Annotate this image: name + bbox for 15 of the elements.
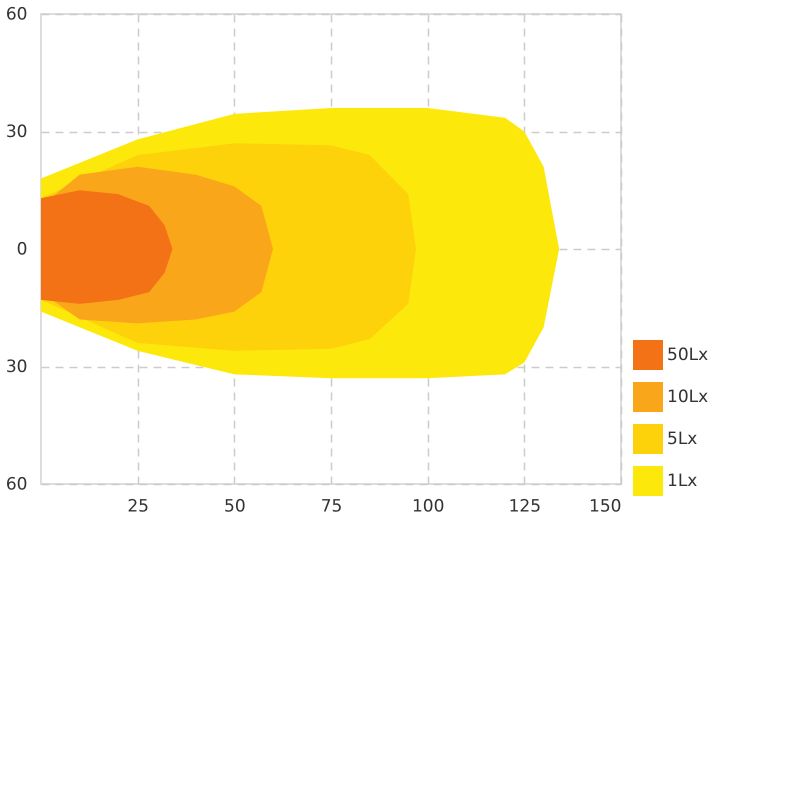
legend-label: 10Lx	[667, 387, 708, 407]
y-tick-label: 30	[6, 122, 28, 142]
legend-label: 1Lx	[667, 471, 698, 491]
legend-label: 5Lx	[667, 429, 698, 449]
y-tick-label: 30	[6, 357, 28, 377]
x-tick-label: 25	[127, 496, 149, 516]
y-tick-label: 60	[6, 4, 28, 24]
x-tick-label: 75	[320, 496, 342, 516]
x-tick-label: 100	[412, 496, 444, 516]
y-tick-label: 0	[16, 240, 28, 260]
x-tick-label: 125	[508, 496, 542, 516]
y-tick-label: 60	[6, 474, 28, 494]
x-tick-label: 50	[224, 496, 246, 516]
legend-label: 50Lx	[667, 345, 708, 365]
x-tick-label: 150	[589, 496, 622, 516]
